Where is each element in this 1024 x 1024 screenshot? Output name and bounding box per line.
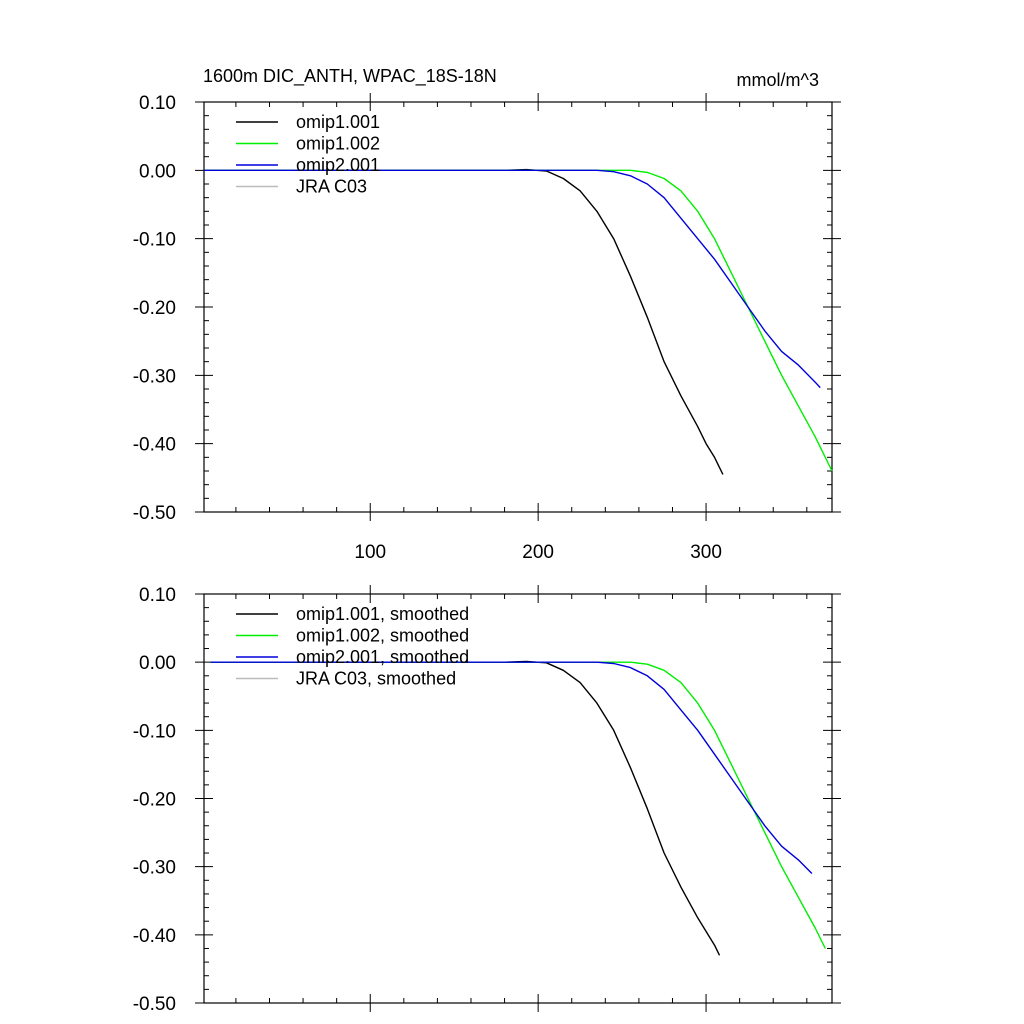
bottom-panel: 0.10 0.00 -0.10 -0.20 -0.30 -0.40 -0.50 omip1.0…	[133, 585, 841, 1015]
y-tick-label: 0.10	[139, 93, 176, 114]
series-line-1	[210, 661, 826, 949]
legend-label: JRA C03, smoothed	[296, 669, 456, 689]
series-line-0	[210, 660, 721, 956]
plot-frame	[203, 593, 833, 1004]
series-line-1	[204, 169, 833, 472]
y-tick-label: 0.10	[139, 585, 176, 606]
plot-frame	[203, 101, 833, 513]
y-tick-label: -0.30	[133, 366, 176, 387]
legend-label: omip2.001	[296, 155, 380, 175]
figure-title: 1600m DIC_ANTH, WPAC_18S-18N	[203, 66, 497, 87]
y-tick-label: 0.00	[139, 653, 176, 674]
y-tick-label: -0.10	[133, 230, 176, 251]
y-tick-label: -0.20	[133, 790, 176, 811]
figure-units: mmol/m^3	[737, 70, 819, 90]
x-tick-label: 100	[354, 542, 386, 563]
y-tick-label: -0.40	[133, 435, 176, 456]
top-panel: 0.10 0.00 -0.10 -0.20 -0.30 -0.40 -0.50 100 200 3…	[133, 93, 841, 563]
y-tick-label: -0.40	[133, 926, 176, 947]
y-tick-label: -0.30	[133, 858, 176, 879]
legend-label: omip1.001	[296, 112, 380, 132]
y-tick-label: -0.10	[133, 721, 176, 742]
series-line-0	[204, 168, 724, 475]
legend-label: omip2.001, smoothed	[296, 647, 469, 667]
legend-label: omip1.002, smoothed	[296, 626, 469, 646]
legend-label: omip1.002	[296, 134, 380, 154]
x-tick-label: 200	[522, 542, 554, 563]
series-line-2	[210, 661, 813, 874]
y-tick-label: -0.20	[133, 298, 176, 319]
x-tick-label: 300	[690, 542, 722, 563]
y-tick-label: -0.50	[133, 994, 176, 1015]
legend-label: omip1.001, smoothed	[296, 604, 469, 624]
y-tick-label: 0.00	[139, 161, 176, 182]
series-line-2	[204, 169, 821, 389]
legend-label: JRA C03	[296, 177, 367, 197]
y-tick-label: -0.50	[133, 503, 176, 524]
